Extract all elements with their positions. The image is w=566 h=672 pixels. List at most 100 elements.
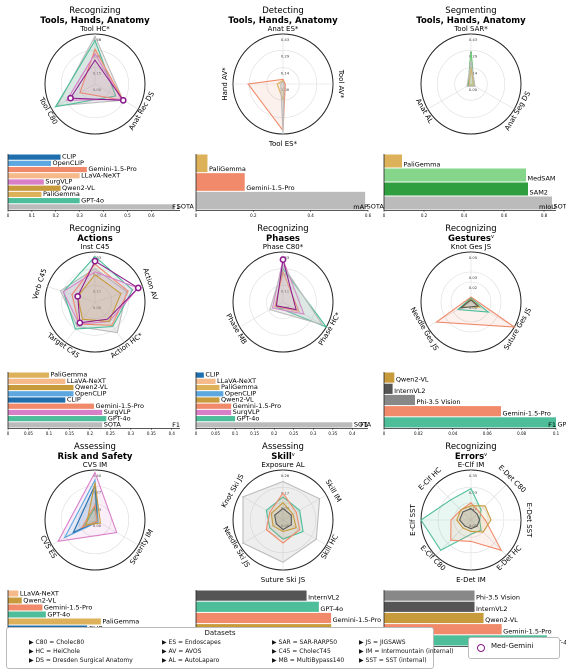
bar-openclip [196, 391, 224, 397]
med-gemini-point [279, 256, 287, 263]
radar-ring-label: 0.12 [469, 506, 478, 511]
bar-label: CLIP [205, 371, 219, 379]
panel-title-line2: Phases [266, 234, 300, 244]
bar-internvl2 [196, 590, 307, 601]
bar-qwen2-vl [384, 372, 395, 383]
radar-ring-label: 0.35 [469, 473, 478, 478]
legend-item: ▶ SST = SST (internal) [359, 657, 427, 664]
bar-x-tick-label: 0.08 [517, 431, 526, 436]
radar-axis-label: Phase HC* [317, 311, 343, 347]
bar-label: OpenCLIP [75, 389, 106, 397]
radar-axis-label: E-Clf IM [458, 461, 485, 469]
bar-x-tick-label: 0.8 [541, 213, 548, 218]
bar-x-tick-label: 0.1 [553, 431, 560, 436]
radar-ring-label: 0.22 [93, 272, 102, 277]
bar-x-tick-label: 0.02 [414, 431, 423, 436]
radar-axis-label: Anat Rec DS [127, 90, 156, 132]
bar-label: Qwen2-VL [62, 184, 95, 192]
bar-openclip [8, 391, 74, 397]
datasets-legend: Datasets ▶ C80 = Cholec80 ▶ HC = HeiChole… [6, 627, 454, 669]
radar-axis-label: E-Det SST [525, 503, 533, 539]
radar-chart: 0.33 0.22 0.11 0.00 Inst C45 Action AV Action … [31, 243, 159, 360]
radar-ring-label: 0.43 [469, 37, 478, 42]
radar-ring-label: 0.29 [281, 53, 290, 58]
bar-paligemma [8, 191, 42, 198]
radar-axis-label: Tool ES* [268, 140, 298, 148]
bar-x-tick-label: 0.4 [307, 213, 314, 218]
radar-axis-label: Skill IM [324, 478, 343, 503]
bar-x-tick-label: 0.2 [271, 431, 278, 436]
radar-ring-label: 0.17 [281, 490, 290, 495]
bar-label: Qwen2-VL [75, 383, 108, 391]
radar-ring-label: 0.05 [469, 255, 478, 260]
radar-series-med-gemini [77, 260, 139, 324]
title-superscript: v [484, 452, 487, 458]
bar-openclip [8, 160, 51, 166]
bar-qwen2-vl [196, 397, 220, 403]
radar-ring-label: 0.00 [281, 523, 290, 528]
bar-x-tick-label: 0.06 [483, 431, 492, 436]
radar-axis-label: Phase C80* [263, 243, 304, 251]
bar-gemini-1-5-pro [8, 403, 94, 409]
radar-series-surgvlp [57, 471, 118, 543]
bar-surgvlp [8, 179, 44, 185]
bar-label: LLaVA-NeXT [217, 377, 256, 385]
radar-spoke [239, 519, 284, 546]
bar-label: PaliGemma [43, 190, 80, 198]
bar-label: SurgVLP [233, 408, 260, 416]
bar-label: Qwen2-VL [485, 616, 518, 624]
bar-label: CLIP [67, 396, 81, 404]
bar-llava-next [196, 378, 216, 384]
radar-spoke [282, 519, 327, 546]
bar-phi-3-5-vision [384, 394, 415, 406]
bar-chart: CLIPLLaVA-NeXTPaliGemmaOpenCLIPQwen2-VLG… [195, 371, 372, 436]
bar-paligemma [196, 154, 208, 173]
radar-axis-label: Inst C45 [81, 243, 110, 251]
bar-x-tick-label: 0.3 [128, 431, 135, 436]
panel-title-line1: Recognizing [69, 6, 120, 16]
radar-spoke [435, 484, 472, 521]
radar-series-med-gemini [275, 259, 297, 311]
bar-x-tick-label: 0.6 [148, 213, 155, 218]
bar-qwen2-vl [8, 597, 22, 604]
panel-title-line1: Assessing [262, 442, 304, 452]
radar-series-paligemma [468, 67, 475, 87]
panel-title-line1: Detecting [262, 6, 304, 16]
bar-gemini-1-5-pro [196, 403, 232, 409]
legend-item: ▶ AL = AutoLaparo [162, 657, 220, 664]
radar-series-sota [466, 60, 476, 87]
radar-axis-label: E-Det IM [456, 576, 486, 584]
bar-qwen2-vl [8, 185, 61, 191]
radar-ring-label: 0.11 [93, 288, 102, 293]
radar-spoke [94, 83, 139, 110]
radar-axis-label: Action AV [141, 267, 159, 301]
radar-ring-label: 0.46 [93, 37, 102, 42]
bar-label: Gemini-1.5-Pro [502, 409, 550, 417]
bar-x-tick-label: 0.1 [29, 213, 36, 218]
bar-x-tick-label: 0.2 [87, 431, 94, 436]
legend-item: ▶ MB = MultiBypass140 [272, 657, 345, 664]
bar-metric-label: F1 [172, 203, 180, 211]
legend-item: ▶ AV = AVOS [162, 648, 202, 655]
bar-x-tick-label: 0.3 [310, 431, 317, 436]
bar-paligemma [8, 618, 101, 625]
radar-ring-label: 0.27 [93, 489, 102, 494]
radar-spoke [427, 83, 472, 110]
bar-gpt-4o [8, 416, 107, 422]
radar-axis-label: Skill HC [320, 533, 340, 560]
radar-axis-label: Target C45 [45, 331, 81, 360]
legend-item: ▶ ES = Endoscapes [162, 639, 221, 646]
bar-gemini-1-5-pro [384, 624, 502, 635]
med-gemini-point [91, 257, 99, 265]
bar-x-tick-label: 0.04 [448, 431, 457, 436]
panel-title-line1: Recognizing [69, 224, 120, 234]
bar-chart: PaliGemma Gemini-1.5-Pro SOTA 0 0.2 0.4 0.6 mAP [195, 154, 384, 218]
radar-series-surgvlp [62, 271, 140, 325]
